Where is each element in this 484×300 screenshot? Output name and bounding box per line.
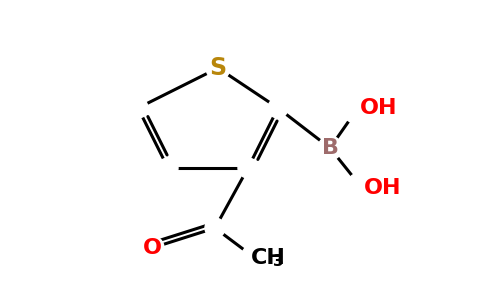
Circle shape	[318, 136, 342, 160]
Text: S: S	[210, 56, 227, 80]
Circle shape	[268, 98, 288, 118]
Circle shape	[238, 158, 258, 178]
Text: B: B	[321, 138, 338, 158]
Circle shape	[140, 236, 164, 260]
Circle shape	[128, 98, 148, 118]
Text: CH: CH	[251, 248, 286, 268]
Text: OH: OH	[364, 178, 402, 198]
Text: O: O	[142, 238, 162, 258]
Text: 3: 3	[273, 254, 284, 269]
Circle shape	[241, 244, 269, 272]
Circle shape	[205, 218, 225, 238]
Text: OH: OH	[360, 98, 397, 118]
Circle shape	[158, 158, 178, 178]
Circle shape	[206, 56, 230, 80]
Circle shape	[346, 172, 378, 204]
Circle shape	[342, 92, 374, 124]
